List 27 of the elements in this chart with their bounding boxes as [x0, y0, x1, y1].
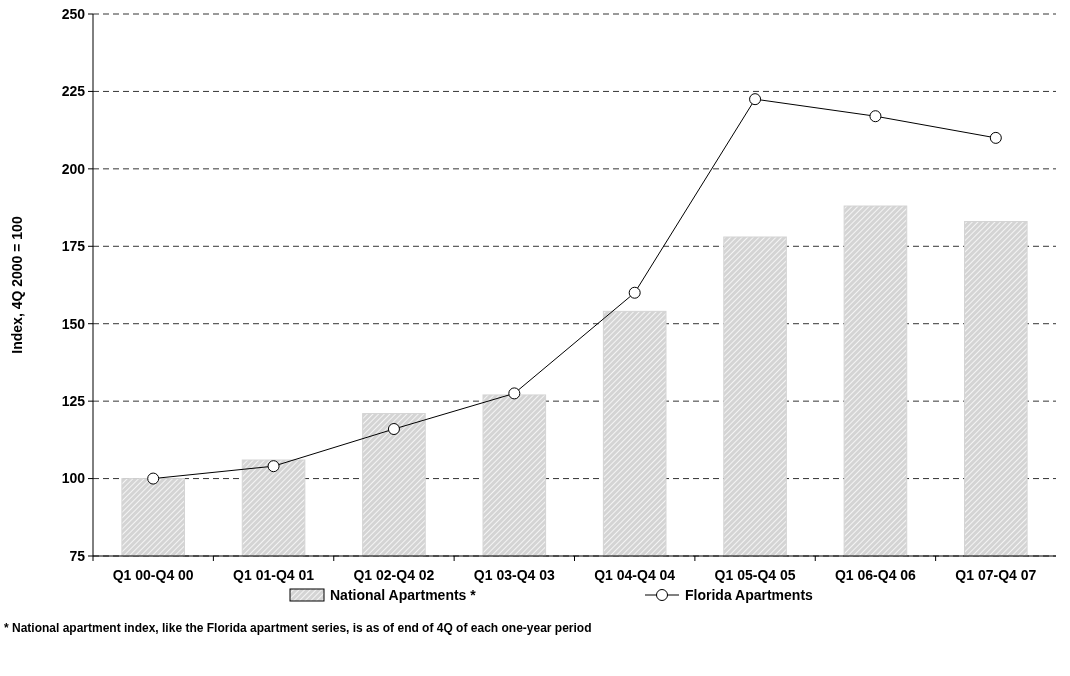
point [267, 460, 280, 473]
point [147, 472, 160, 485]
y-tick-label: 75 [69, 547, 86, 564]
y-tick-label: 225 [61, 83, 86, 100]
y-tick-label: 200 [61, 160, 86, 177]
y-tick-label: 150 [61, 315, 86, 332]
x-tick-label: Q1 06-Q4 06 [834, 567, 917, 583]
point [749, 93, 762, 106]
x-tick-label: Q1 04-Q4 04 [594, 567, 676, 583]
text: * National apartment index, like the Florida apartment series, is as of end of 4Q of each one-year period [4, 621, 592, 635]
y-tick-label: 250 [61, 5, 86, 22]
legend-label: National Apartments * [330, 586, 477, 603]
y-axis-title: Index, 4Q 2000 = 100 [9, 216, 25, 354]
x-tick-label: Q1 07-Q4 07 [955, 567, 1037, 583]
x-tick-label: Q1 02-Q4 02 [353, 567, 435, 583]
point [628, 286, 641, 299]
point [387, 423, 400, 436]
y-tick-label: 125 [61, 393, 86, 410]
x-tick-label: Q1 05-Q4 05 [714, 567, 796, 583]
point [508, 387, 521, 400]
legend-label: Florida Apartments [685, 586, 814, 603]
x-tick-label: Q1 01-Q4 01 [233, 567, 315, 583]
x-tick-label: Q1 00-Q4 00 [112, 567, 194, 583]
point [869, 110, 882, 123]
x-tick-label: Q1 03-Q4 03 [473, 567, 555, 583]
y-tick-label: 175 [61, 238, 86, 255]
y-tick-label: 100 [61, 470, 86, 487]
